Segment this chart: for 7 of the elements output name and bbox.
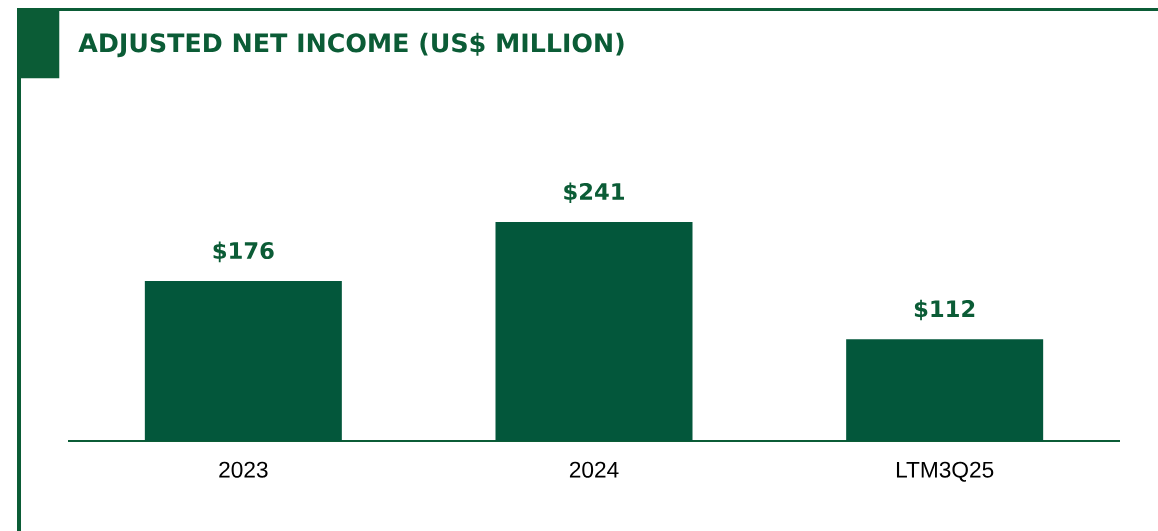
data-label: $176 <box>213 241 274 263</box>
x-tick-label: 2023 <box>219 461 268 478</box>
chart-title: ADJUSTED NET INCOME (US$ MILLION) <box>78 32 624 58</box>
data-label: $241 <box>564 182 625 204</box>
x-tick-label: 2024 <box>569 461 619 478</box>
data-label: $112 <box>914 299 975 321</box>
x-tick-label: LTM3Q25 <box>896 461 994 482</box>
